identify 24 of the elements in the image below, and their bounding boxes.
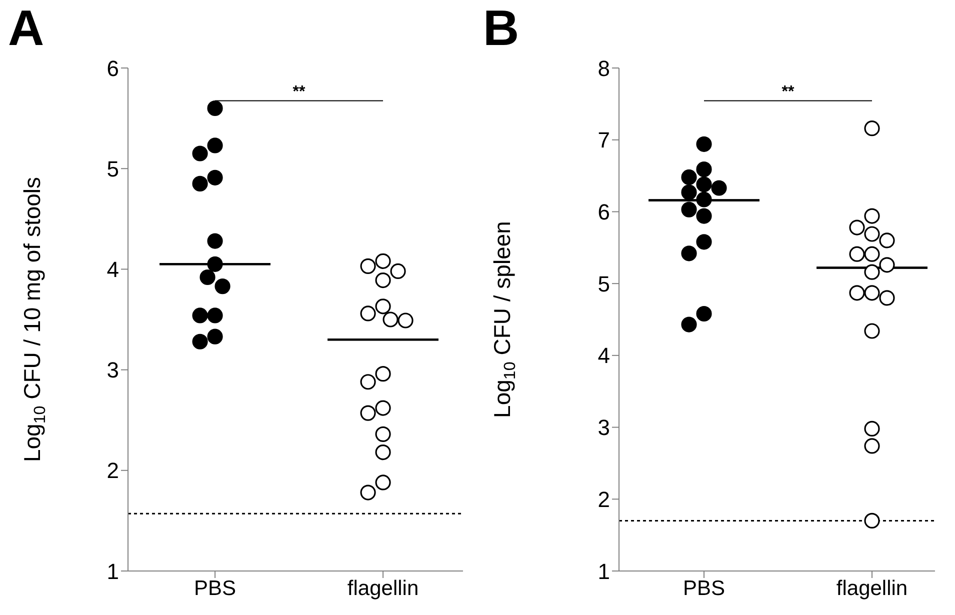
x-tick-label: PBS	[194, 576, 236, 600]
x-tick-label: flagellin	[347, 576, 419, 600]
y-tick-label: 5	[598, 271, 610, 296]
y-tick-label: 4	[598, 343, 610, 368]
y-tick-label: 1	[598, 558, 610, 584]
annotation: **	[292, 84, 306, 101]
x-tick-label: flagellin	[836, 576, 908, 600]
y-tick-label: 2	[598, 486, 610, 512]
significance-bracket: **	[214, 84, 384, 102]
y-tick-label: 6	[106, 56, 119, 81]
y-tick-label: 6	[598, 200, 610, 225]
y-tick-label: 4	[106, 257, 119, 282]
y-tick-label: 1	[106, 558, 119, 584]
significance-bracket: **	[704, 84, 872, 102]
y-tick-label: 2	[106, 458, 119, 484]
y-tick-label: 8	[598, 56, 610, 81]
y-tick-label: 3	[598, 415, 610, 440]
chart-title: A	[8, 0, 44, 56]
y-tick-label: 7	[598, 128, 610, 153]
y-tick-label: 5	[106, 156, 119, 182]
annotation: **	[782, 84, 796, 101]
chart-title: B	[483, 0, 520, 56]
y-tick-label: 3	[106, 358, 119, 383]
x-tick-label: PBS	[682, 576, 726, 600]
